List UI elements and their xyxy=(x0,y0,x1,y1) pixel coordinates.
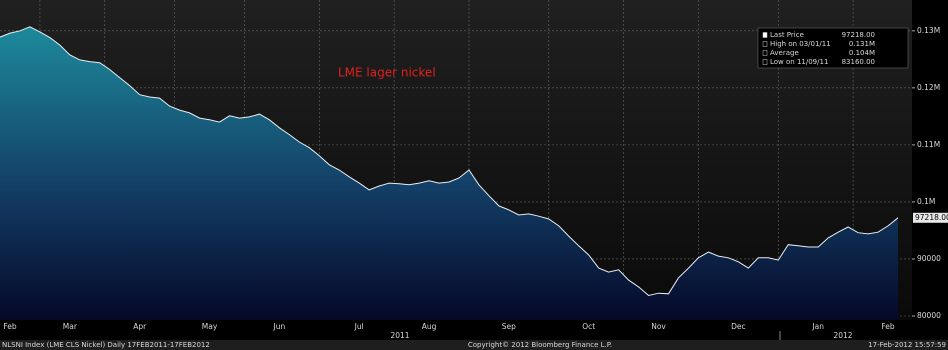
axis-background xyxy=(912,0,948,340)
last-price-label: 97218.00 xyxy=(915,213,948,222)
y-tick-label: 0.13M xyxy=(917,26,940,35)
legend-value: 0.104M xyxy=(849,49,875,57)
legend-icon xyxy=(762,41,768,47)
x-tick-label: Dec xyxy=(731,322,746,331)
x-tick-label: May xyxy=(202,322,218,331)
x-tick-label: Jul xyxy=(354,322,364,331)
footer-right: 17-Feb-2012 15:57:59 xyxy=(868,341,946,349)
legend-label: High on 03/01/11 xyxy=(770,40,831,48)
y-tick-label: 0.12M xyxy=(917,83,940,92)
year-label: 2011 xyxy=(390,331,409,340)
footer-bar xyxy=(0,340,948,350)
legend-icon xyxy=(762,32,768,38)
x-tick-label: Jan xyxy=(811,322,824,331)
x-tick-label: Sep xyxy=(502,322,516,331)
y-tick-label: 90000 xyxy=(917,254,941,263)
y-tick-label: 80000 xyxy=(917,311,941,320)
legend-value: 97218.00 xyxy=(842,31,875,39)
area xyxy=(0,26,898,321)
legend: Last Price 97218.00 High on 03/01/11 0.131M… xyxy=(762,31,875,66)
x-tick-label: Nov xyxy=(651,322,666,331)
x-tick-label: Aug xyxy=(422,322,437,331)
line xyxy=(0,26,899,297)
legend-icon xyxy=(762,59,768,65)
legend-box xyxy=(757,27,909,69)
last-price-tag xyxy=(913,212,948,223)
legend-label: Last Price xyxy=(770,31,804,39)
x-tick-label: Feb xyxy=(3,322,17,331)
x-tick-label: Oct xyxy=(582,322,595,331)
annotation: LME lager nickel xyxy=(338,66,436,80)
legend-label: Average xyxy=(770,49,799,57)
y-tick-label: 0.1M xyxy=(917,197,935,206)
legend-label: Low on 11/09/11 xyxy=(770,58,828,66)
year-label: 2012 xyxy=(833,331,852,340)
legend-value: 83160.00 xyxy=(842,58,875,66)
legend-value: 0.131M xyxy=(849,40,875,48)
x-tick-label: Mar xyxy=(63,322,78,331)
footer-left: NLSNI Index (LME CLS Nickel) Daily 17FEB… xyxy=(2,341,210,349)
y-tick-label: 0.11M xyxy=(917,140,940,149)
x-tick-label: Feb xyxy=(881,322,895,331)
legend-icon xyxy=(762,50,768,56)
plot xyxy=(0,26,899,321)
footer-center: Copyright© 2012 Bloomberg Finance L.P. xyxy=(468,341,612,349)
x-tick-label: Apr xyxy=(133,322,147,331)
x-tick-label: Jun xyxy=(273,322,286,331)
